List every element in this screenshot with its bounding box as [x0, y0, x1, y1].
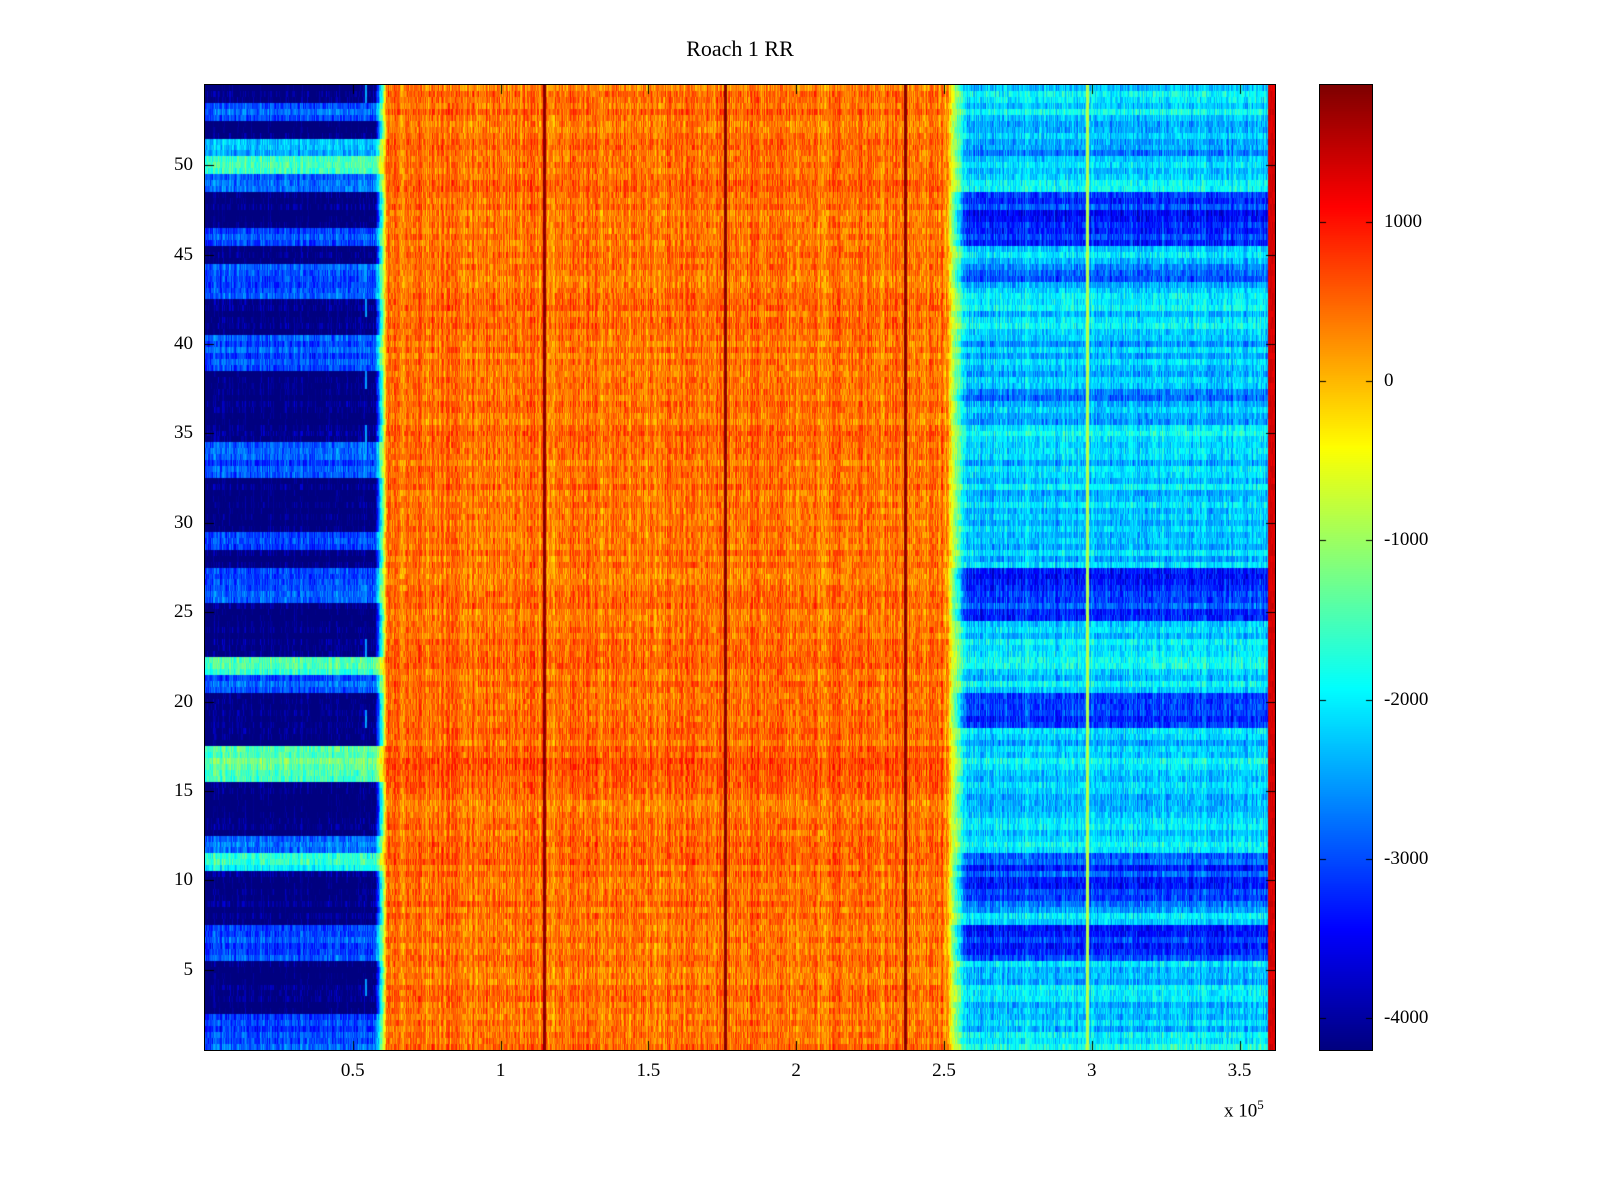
y-tick-label: 30	[174, 511, 193, 533]
x-tick-label: 2.5	[932, 1060, 956, 1081]
x-tick-label: 3.5	[1227, 1060, 1252, 1081]
colorbar	[1319, 84, 1373, 1051]
y-tick-label: 5	[183, 958, 194, 980]
colorbar-canvas	[1320, 85, 1372, 1050]
y-tick-label: 25	[174, 601, 193, 623]
x-tick-label: 3	[1086, 1060, 1097, 1081]
y-tick-label: 35	[174, 422, 193, 444]
x-scale-exponent: 5	[1257, 1097, 1264, 1112]
heatmap-plot	[204, 84, 1276, 1051]
colorbar-tick-label: -2000	[1384, 688, 1429, 710]
heatmap-canvas	[205, 85, 1275, 1050]
x-axis-scale-label: x 105	[1224, 1097, 1264, 1122]
x-scale-mantissa: x 10	[1224, 1100, 1258, 1122]
y-tick-label: 20	[174, 690, 193, 712]
y-tick-label: 15	[174, 779, 193, 801]
x-tick-label: 1	[495, 1060, 506, 1081]
y-tick-label: 45	[174, 243, 193, 265]
chart-title: Roach 1 RR	[686, 36, 794, 61]
y-tick-label: 40	[174, 333, 193, 355]
colorbar-tick-label: 1000	[1384, 210, 1422, 232]
y-tick-label: 10	[174, 869, 193, 891]
y-tick-label: 50	[174, 154, 193, 176]
x-tick-label: 2	[791, 1060, 801, 1081]
colorbar-tick-label: -1000	[1384, 529, 1429, 551]
colorbar-tick-label: -3000	[1384, 847, 1429, 869]
x-tick-label: 0.5	[340, 1060, 365, 1081]
colorbar-tick-label: -4000	[1384, 1007, 1429, 1029]
x-tick-label: 1.5	[636, 1060, 661, 1081]
colorbar-tick-label: 0	[1384, 370, 1394, 392]
